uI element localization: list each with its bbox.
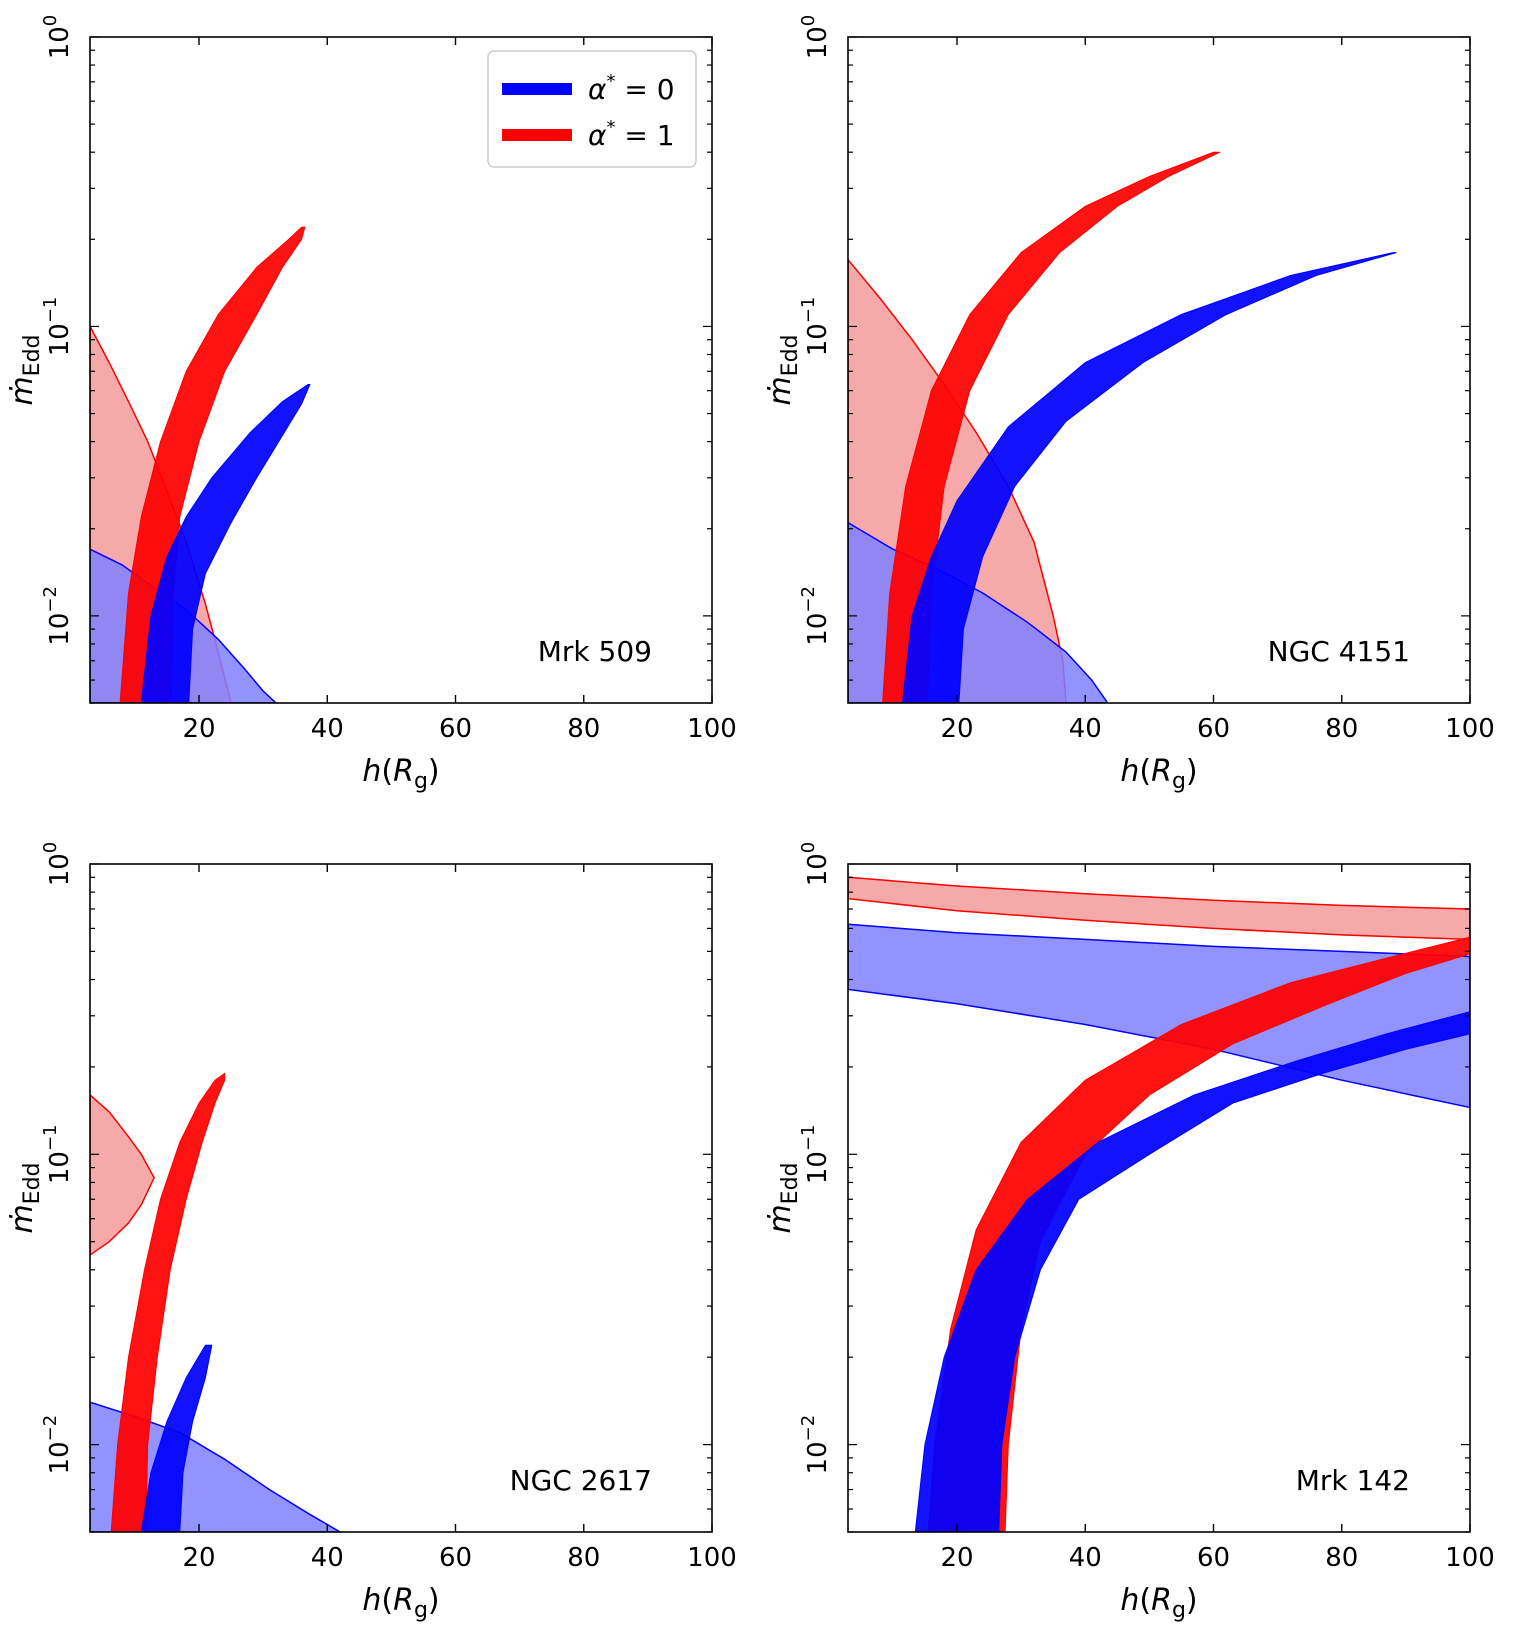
x-tick-label: 100 <box>687 1543 737 1573</box>
x-axis-label: h(Rg) <box>362 754 439 794</box>
blue-band <box>914 1011 1470 1532</box>
x-tick-label: 20 <box>940 1543 973 1573</box>
panel-4: 20 40 60 80 100 100 10−1 10−2 h(Rg) ṁEdd Mrk 142 <box>763 842 1495 1623</box>
plot-area <box>848 151 1397 703</box>
panel-1: 20 40 60 80 100 100 10−1 10−2 h(Rg) ṁEdd Mrk 509 <box>5 15 737 794</box>
legend: α* = 0 α* = 1 <box>487 50 697 168</box>
blue-band <box>901 252 1397 703</box>
x-tick-label: 80 <box>567 1543 600 1573</box>
y-tick-label: 10−2 <box>798 586 833 646</box>
axes-frame <box>847 36 1471 704</box>
blue-band <box>140 384 311 703</box>
x-tick-label: 40 <box>1069 714 1102 744</box>
object-label: Mrk 142 <box>1296 1464 1410 1497</box>
y-tick-label: 10−2 <box>40 586 75 646</box>
x-tick-label: 40 <box>311 1543 344 1573</box>
axes-frame <box>89 863 713 1533</box>
x-axis-label: h(Rg) <box>1120 1583 1197 1623</box>
y-tick-label: 10−1 <box>40 297 75 357</box>
red-shaded-region <box>848 876 1470 941</box>
y-tick-label: 100 <box>40 842 75 887</box>
x-tick-label: 80 <box>1325 1543 1358 1573</box>
x-axis-label: h(Rg) <box>1120 754 1197 794</box>
x-tick-label: 80 <box>1325 714 1358 744</box>
object-label: Mrk 509 <box>538 635 652 668</box>
blue-band <box>140 1344 213 1532</box>
x-axis-label: h(Rg) <box>362 1583 439 1623</box>
x-tick-label: 40 <box>311 714 344 744</box>
legend-label-alpha0: α* = 0 <box>588 71 675 106</box>
plot-area <box>90 1072 342 1532</box>
x-tick-label: 20 <box>940 714 973 744</box>
y-tick-label: 100 <box>798 842 833 887</box>
object-label: NGC 4151 <box>1268 635 1410 668</box>
x-tick-label: 40 <box>1069 1543 1102 1573</box>
x-tick-label: 20 <box>182 714 215 744</box>
x-tick-label: 60 <box>1197 714 1230 744</box>
x-tick-label: 80 <box>567 714 600 744</box>
y-axis-label: ṁEdd <box>763 334 803 405</box>
x-tick-label: 20 <box>182 1543 215 1573</box>
x-tick-label: 100 <box>1445 714 1495 744</box>
x-tick-label: 60 <box>1197 1543 1230 1573</box>
y-tick-label: 10−2 <box>40 1415 75 1475</box>
panel-2: 20 40 60 80 100 100 10−1 10−2 h(Rg) ṁEdd NGC 4151 <box>763 15 1495 794</box>
red-band <box>110 1072 226 1532</box>
axes-frame <box>89 36 713 704</box>
axes-frame <box>847 863 1471 1533</box>
y-tick-label: 100 <box>40 15 75 60</box>
plot-area <box>848 876 1470 1532</box>
panel-3: 20 40 60 80 100 100 10−1 10−2 h(Rg) ṁEdd NGC 2617 <box>5 842 737 1623</box>
y-tick-label: 100 <box>798 15 833 60</box>
y-tick-label: 10−1 <box>798 1124 833 1184</box>
plot-area <box>90 226 311 703</box>
y-tick-label: 10−1 <box>40 1124 75 1184</box>
y-axis-label: ṁEdd <box>5 1162 45 1233</box>
y-tick-label: 10−2 <box>798 1415 833 1475</box>
legend-label-alpha1: α* = 1 <box>588 117 675 152</box>
red-shaded-region <box>90 1094 155 1256</box>
y-tick-label: 10−1 <box>798 297 833 357</box>
x-tick-label: 100 <box>1445 1543 1495 1573</box>
y-axis-label: ṁEdd <box>763 1162 803 1233</box>
y-axis-label: ṁEdd <box>5 334 45 405</box>
object-label: NGC 2617 <box>510 1464 652 1497</box>
x-tick-label: 100 <box>687 714 737 744</box>
x-tick-label: 60 <box>439 1543 472 1573</box>
x-tick-label: 60 <box>439 714 472 744</box>
